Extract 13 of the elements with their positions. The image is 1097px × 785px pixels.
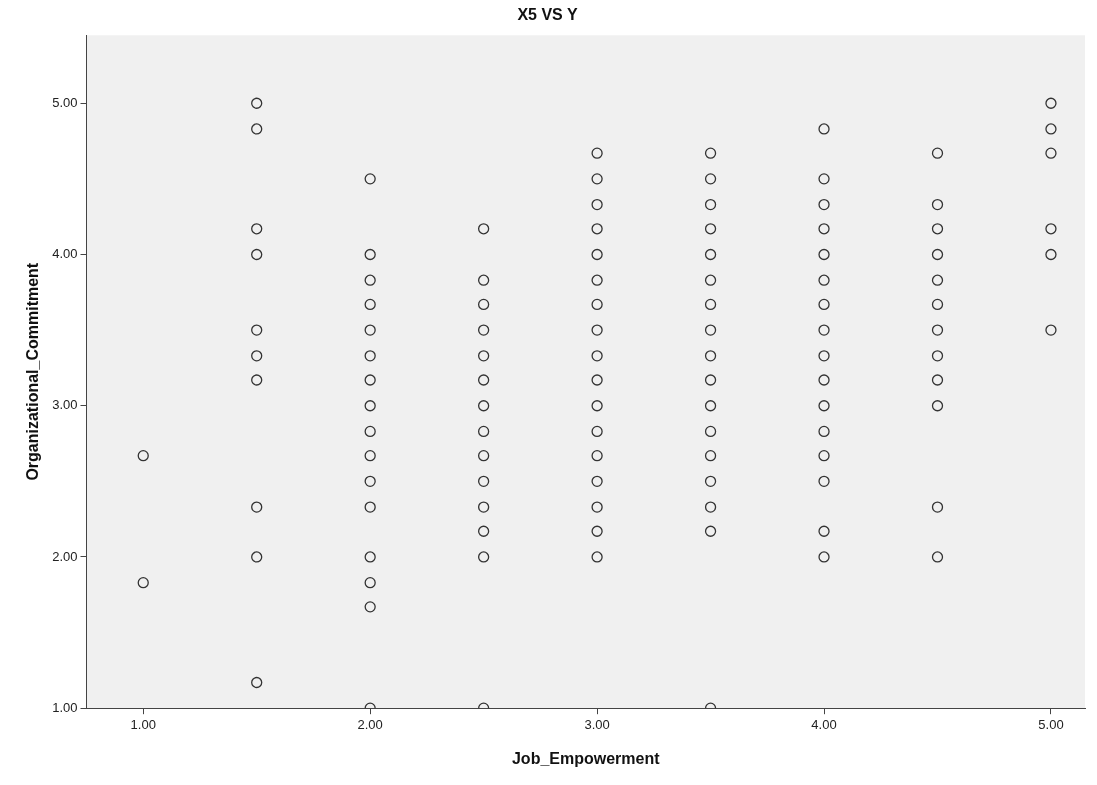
y-tick-label: 3.00 [52, 397, 78, 413]
x-tick-label: 5.00 [1038, 716, 1064, 732]
x-tick-label: 1.00 [130, 716, 156, 732]
y-tick-label: 1.00 [52, 699, 78, 715]
x-tick-label: 2.00 [357, 716, 383, 732]
x-tick-label: 4.00 [811, 716, 837, 732]
x-axis-title: Job_Empowerment [511, 749, 661, 767]
chart-title: X5 VS Y [517, 6, 578, 24]
y-axis-title: Organizational_Commitment [24, 262, 42, 481]
y-tick-label: 2.00 [52, 548, 78, 564]
y-tick-label: 4.00 [52, 246, 78, 262]
x-tick-label: 3.00 [584, 716, 610, 732]
y-tick-label: 5.00 [52, 94, 78, 110]
